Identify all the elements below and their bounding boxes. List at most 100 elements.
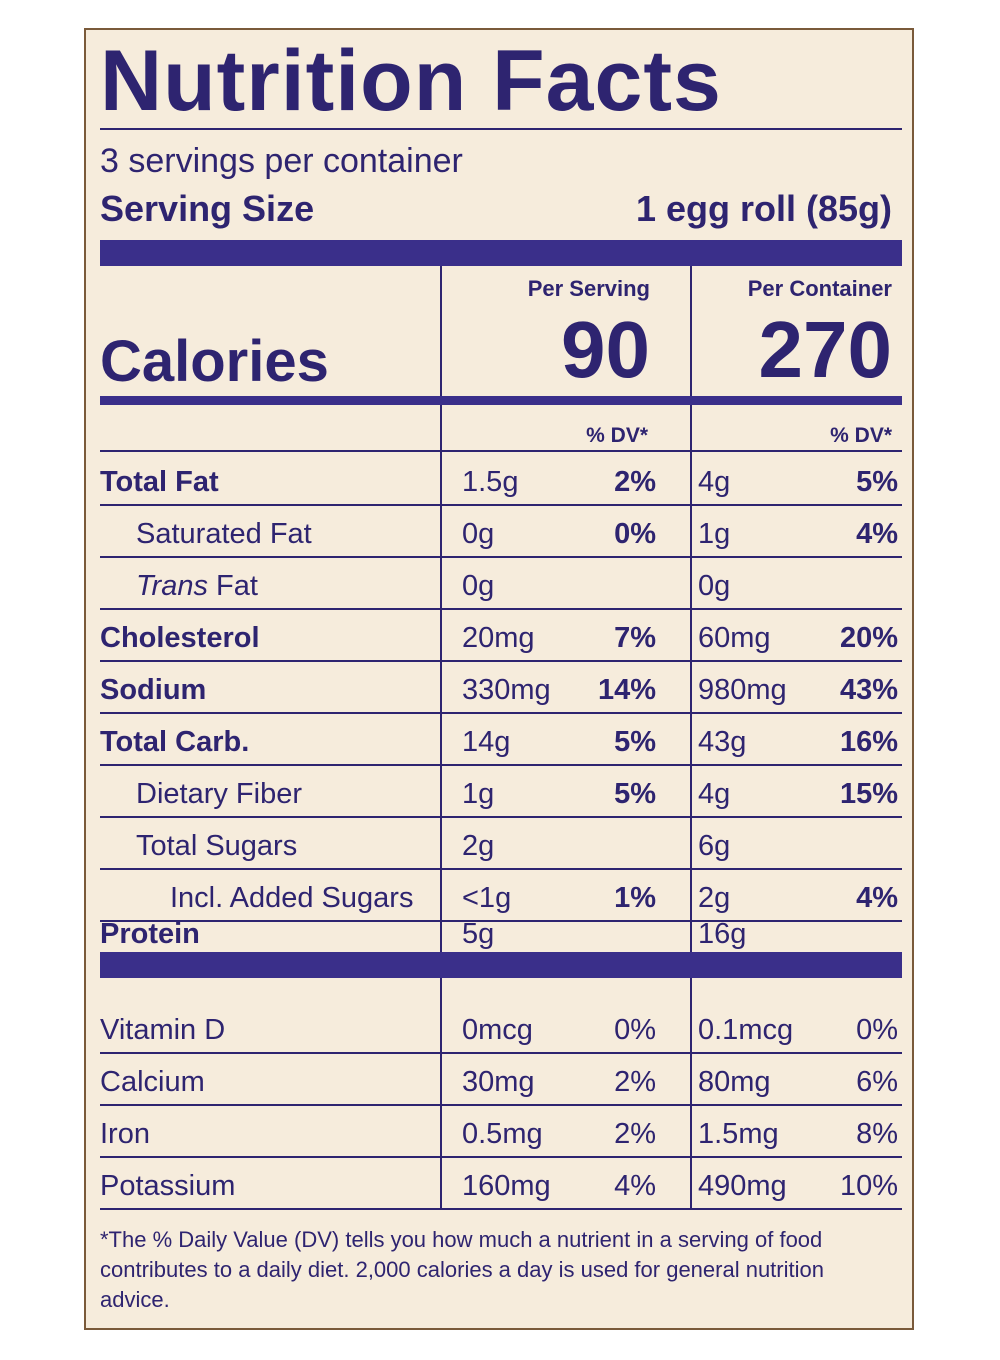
nutrient-row-trans-fat: Trans Fat 0g 0g — [100, 558, 902, 610]
nutrient-amount-container: 1g — [698, 518, 731, 550]
nutrient-amount-serving: <1g — [462, 882, 512, 914]
nutrient-row-total-fat: Total Fat 1.5g 2% 4g 5% — [100, 454, 902, 506]
nutrient-amount-container: 0g — [698, 570, 731, 602]
label-title: Nutrition Facts — [100, 33, 722, 129]
vitamin-row-vitamin-d: Vitamin D 0mcg 0% 0.1mcg 0% — [100, 1002, 902, 1054]
nutrient-amount-container: 4g — [698, 778, 731, 810]
calories-label: Calories — [100, 329, 329, 394]
nutrient-dv-serving: 0% — [614, 518, 656, 550]
nutrient-amount-serving: 0g — [462, 570, 495, 602]
nutrient-dv-container: 43% — [839, 674, 898, 706]
nutrient-amount-serving: 330mg — [462, 674, 551, 706]
vitamin-amount-container: 1.5mg — [698, 1118, 779, 1150]
trans-fat-suffix: Fat — [207, 570, 258, 602]
vitamin-row-potassium: Potassium 160mg 4% 490mg 10% — [100, 1158, 902, 1210]
nutrient-amount-serving: 1g — [462, 778, 495, 810]
nutrient-row-total-sugars: Total Sugars 2g 6g — [100, 818, 902, 870]
nutrient-name: Total Fat — [100, 466, 219, 498]
nutrient-name: Cholesterol — [100, 622, 260, 654]
nutrient-amount-container: 2g — [698, 882, 731, 914]
serving-size-label: Serving Size — [100, 188, 315, 229]
nutrient-dv-serving: 5% — [614, 778, 656, 810]
nutrient-dv-container: 4% — [856, 882, 898, 914]
per-serving-header: Per Serving — [527, 276, 650, 301]
nutrient-amount-serving: 2g — [462, 830, 495, 862]
vitamin-dv-serving: 2% — [614, 1066, 656, 1098]
nutrient-amount-serving: 1.5g — [462, 466, 519, 498]
row-divider — [100, 1156, 902, 1158]
row-divider — [100, 1208, 902, 1210]
vitamin-amount-serving: 0.5mg — [462, 1118, 543, 1150]
nutrient-dv-container: 15% — [839, 778, 898, 810]
vitamin-dv-container: 6% — [856, 1066, 898, 1098]
serving-size-value: 1 egg roll (85g) — [635, 188, 892, 229]
nutrient-dv-serving: 1% — [614, 882, 656, 914]
nutrient-amount-container: 6g — [698, 830, 731, 862]
nutrient-row-total-carb: Total Carb. 14g 5% 43g 16% — [100, 714, 902, 766]
row-divider — [100, 764, 902, 766]
nutrient-row-saturated-fat: Saturated Fat 0g 0% 1g 4% — [100, 506, 902, 558]
nutrient-name: Total Carb. — [100, 726, 250, 758]
nutrient-dv-container: 5% — [856, 466, 898, 498]
nutrient-dv-serving: 5% — [614, 726, 656, 758]
nutrient-dv-container: 16% — [839, 726, 898, 758]
nutrient-row-dietary-fiber: Dietary Fiber 1g 5% 4g 15% — [100, 766, 902, 818]
vitamin-amount-serving: 30mg — [462, 1066, 535, 1098]
per-container-header: Per Container — [747, 276, 892, 301]
serving-thick-rule — [100, 240, 902, 266]
row-divider — [100, 556, 902, 558]
nutrient-amount-container: 4g — [698, 466, 731, 498]
nutrient-name: Trans Fat — [136, 570, 258, 603]
nutrient-amount-serving: 5g — [462, 918, 495, 950]
nutrient-row-sodium: Sodium 330mg 14% 980mg 43% — [100, 662, 902, 714]
nutrient-dv-container: 4% — [856, 518, 898, 550]
row-divider — [100, 608, 902, 610]
vitamins-thick-rule — [100, 952, 902, 978]
vitamin-amount-serving: 160mg — [462, 1170, 551, 1202]
column-divider-2-vitamins — [690, 978, 692, 1210]
row-divider — [100, 712, 902, 714]
title-rule — [100, 128, 902, 130]
nutrient-name: Incl. Added Sugars — [170, 882, 414, 914]
vitamin-amount-container: 80mg — [698, 1066, 771, 1098]
nutrient-row-protein: Protein 5g 16g — [100, 918, 902, 952]
vitamin-row-iron: Iron 0.5mg 2% 1.5mg 8% — [100, 1106, 902, 1158]
nutrient-amount-serving: 0g — [462, 518, 495, 550]
nutrient-amount-container: 980mg — [698, 674, 787, 706]
nutrient-amount-container: 60mg — [698, 622, 771, 654]
dv-header-container: % DV* — [830, 424, 892, 447]
vitamin-amount-container: 490mg — [698, 1170, 787, 1202]
nutrient-amount-container: 43g — [698, 726, 747, 758]
nutrient-name: Saturated Fat — [136, 518, 312, 550]
vitamin-name: Potassium — [100, 1170, 236, 1202]
nutrient-name: Protein — [100, 918, 200, 950]
row-divider — [100, 868, 902, 870]
nutrient-name: Dietary Fiber — [136, 778, 302, 810]
vitamin-dv-serving: 2% — [614, 1118, 656, 1150]
nutrient-row-added-sugars: Incl. Added Sugars <1g 1% 2g 4% — [100, 870, 902, 922]
vitamin-dv-container: 10% — [839, 1170, 898, 1202]
nutrient-row-cholesterol: Cholesterol 20mg 7% 60mg 20% — [100, 610, 902, 662]
nutrient-dv-serving: 7% — [614, 622, 656, 654]
vitamin-dv-container: 0% — [856, 1014, 898, 1046]
nutrient-name: Total Sugars — [136, 830, 298, 862]
row-divider — [100, 660, 902, 662]
vitamin-amount-serving: 0mcg — [462, 1014, 533, 1046]
nutrient-amount-serving: 20mg — [462, 622, 535, 654]
servings-per-container: 3 servings per container — [100, 142, 463, 180]
column-divider-1-vitamins — [440, 978, 442, 1210]
vitamin-row-calcium: Calcium 30mg 2% 80mg 6% — [100, 1054, 902, 1106]
vitamin-amount-container: 0.1mcg — [698, 1014, 794, 1046]
calories-per-container: 270 — [758, 305, 892, 394]
nutrient-amount-serving: 14g — [462, 726, 511, 758]
calories-per-serving: 90 — [561, 305, 650, 394]
vitamin-dv-container: 8% — [856, 1118, 898, 1150]
nutrient-amount-container: 16g — [698, 918, 747, 950]
vitamin-name: Vitamin D — [100, 1014, 226, 1046]
calories-rule — [100, 396, 902, 405]
nutrient-name: Sodium — [100, 674, 207, 706]
dv-header-serving: % DV* — [586, 424, 648, 447]
nutrient-dv-container: 20% — [839, 622, 898, 654]
row-divider — [100, 1104, 902, 1106]
row-divider — [100, 920, 902, 922]
